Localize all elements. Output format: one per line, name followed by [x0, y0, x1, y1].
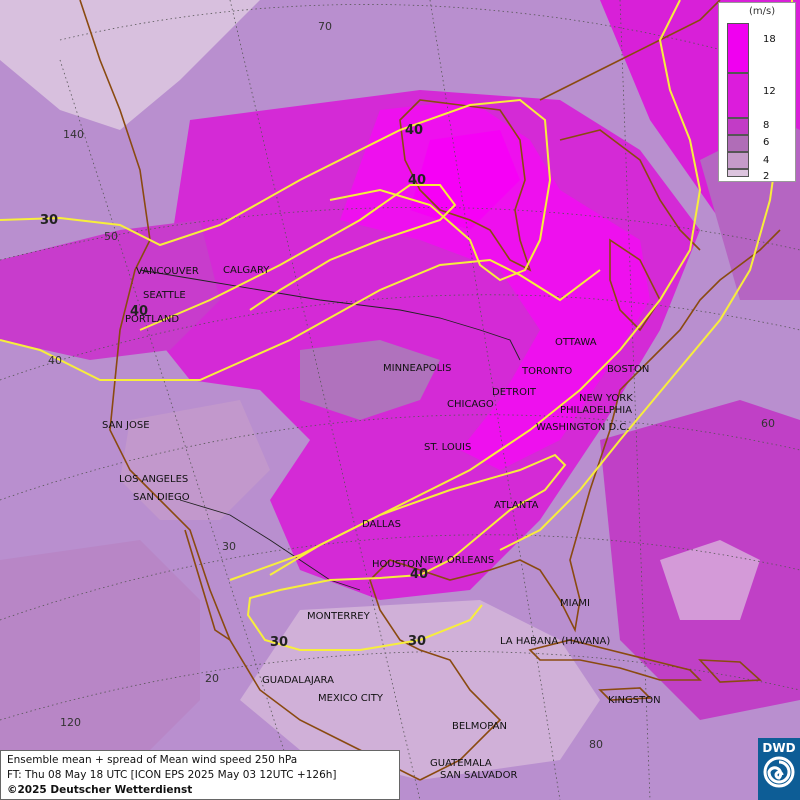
- contour-label: 30: [40, 213, 58, 228]
- legend-tick: 2: [763, 171, 770, 182]
- contour-labels: 30 40 40 40 40 30 30: [40, 123, 428, 650]
- info-box: Ensemble mean + spread of Mean wind spee…: [0, 750, 400, 800]
- city-label: OTTAWA: [555, 337, 597, 348]
- contour-label: 40: [410, 567, 428, 582]
- legend-swatch: [727, 135, 749, 152]
- lat-label-30: 30: [222, 540, 236, 553]
- contour-label: 40: [130, 304, 148, 319]
- lon-label-120: 120: [60, 716, 81, 729]
- city-label: LA HABANA (HAVANA): [500, 636, 610, 647]
- legend-swatch: [727, 118, 749, 135]
- city-label: CALGARY: [223, 265, 270, 276]
- legend-unit: (m/s): [749, 6, 776, 17]
- city-label: CHICAGO: [447, 399, 494, 410]
- forecast-time: FT: Thu 08 May 18 UTC [ICON EPS 2025 May…: [7, 769, 337, 781]
- city-label: SAN DIEGO: [133, 492, 190, 503]
- color-legend: (m/s) 18 12 8 6 4 2: [718, 2, 796, 182]
- city-label: BOSTON: [607, 364, 649, 375]
- city-label: MEXICO CITY: [318, 693, 384, 704]
- legend-tick: 4: [763, 155, 770, 166]
- city-label: DETROIT: [492, 387, 537, 398]
- city-label: HOUSTON: [372, 559, 423, 570]
- city-label: GUATEMALA: [430, 758, 492, 769]
- city-label: NEW ORLEANS: [420, 555, 494, 566]
- lat-label-40: 40: [48, 354, 62, 367]
- graticule-labels: 70 50 40 30 20 140 120 60 80: [48, 20, 775, 751]
- city-label: MIAMI: [560, 598, 590, 609]
- lat-label-20: 20: [205, 672, 219, 685]
- legend-swatch: [727, 23, 749, 73]
- contour-label: 30: [408, 634, 426, 649]
- city-label: DALLAS: [362, 519, 401, 530]
- product-title: Ensemble mean + spread of Mean wind spee…: [7, 754, 298, 766]
- city-label: GUADALAJARA: [262, 675, 334, 686]
- city-label: LOS ANGELES: [119, 474, 188, 485]
- legend-tick: 18: [763, 34, 776, 45]
- legend-tick: 8: [763, 120, 770, 131]
- lat-label-50: 50: [104, 230, 118, 243]
- coastlines: [79, 0, 781, 781]
- legend-tick: 6: [763, 137, 770, 148]
- legend-tick: 12: [763, 86, 776, 97]
- dwd-logo-text: DWD: [762, 741, 796, 755]
- copyright: ©2025 Deutscher Wetterdienst: [7, 784, 193, 796]
- city-label: MINNEAPOLIS: [383, 363, 451, 374]
- city-label: ST. LOUIS: [424, 442, 471, 453]
- spiral-icon: [763, 756, 795, 788]
- city-label: MONTERREY: [307, 611, 371, 622]
- city-label: TORONTO: [521, 366, 572, 377]
- contour-label: 30: [270, 635, 288, 650]
- country-borders: [139, 269, 521, 591]
- lon-label-140: 140: [63, 128, 84, 141]
- wind-contours: [0, 0, 793, 651]
- contour-label: 40: [405, 123, 423, 138]
- lat-label-70: 70: [318, 20, 332, 33]
- city-label: BELMOPAN: [452, 721, 507, 732]
- lon-label-60: 60: [761, 417, 775, 430]
- city-label: SAN SALVADOR: [440, 770, 517, 781]
- contour-label: 40: [408, 173, 426, 188]
- city-label: VANCOUVER: [136, 266, 199, 277]
- city-label: PHILADELPHIA: [560, 405, 632, 416]
- legend-swatch: [727, 152, 749, 169]
- dwd-logo: DWD: [758, 738, 800, 800]
- city-label: PORTLAND: [125, 314, 179, 325]
- legend-swatch: [727, 169, 749, 177]
- lon-label-80: 80: [589, 738, 603, 751]
- legend-swatch: [727, 73, 749, 118]
- city-labels: VANCOUVER CALGARY SEATTLE PORTLAND SAN J…: [102, 265, 661, 781]
- city-label: ATLANTA: [494, 500, 539, 511]
- city-label: KINGSTON: [608, 695, 661, 706]
- city-label: WASHINGTON D.C.: [536, 422, 630, 433]
- city-label: NEW YORK: [579, 393, 633, 404]
- city-label: SEATTLE: [143, 290, 186, 301]
- city-label: SAN JOSE: [102, 420, 150, 431]
